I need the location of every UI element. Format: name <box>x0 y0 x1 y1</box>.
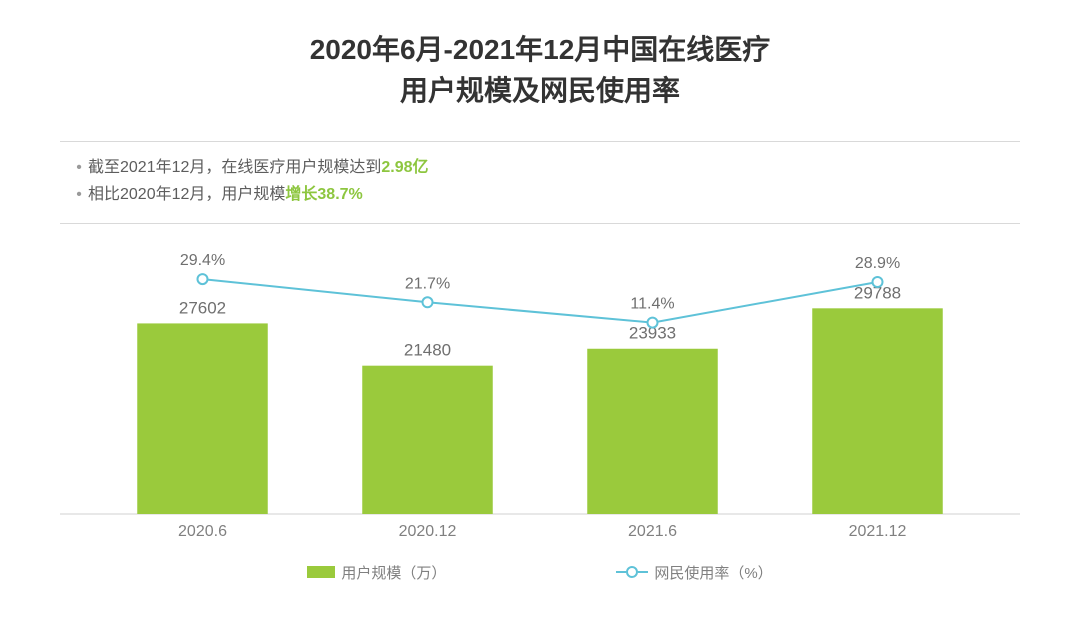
combo-chart: 2760221480239332978829.4%21.7%11.4%28.9%… <box>60 224 1020 544</box>
title-line-2: 用户规模及网民使用率 <box>60 71 1020 112</box>
line-marker <box>423 297 433 307</box>
line-marker <box>198 274 208 284</box>
legend-line-swatch <box>616 566 648 578</box>
legend-bar-label: 用户规模（万） <box>341 562 446 583</box>
trend-line <box>203 279 878 323</box>
note-text: 截至2021年12月，在线医疗用户规模达到2.98亿 <box>88 154 429 181</box>
line-marker <box>648 317 658 327</box>
line-value-label: 29.4% <box>180 252 225 269</box>
bar <box>362 365 493 513</box>
bullet-icon: • <box>70 181 88 208</box>
chart-area: 2760221480239332978829.4%21.7%11.4%28.9%… <box>60 224 1020 564</box>
bar <box>587 348 718 513</box>
bar <box>137 323 268 514</box>
summary-notes: •截至2021年12月，在线医疗用户规模达到2.98亿•相比2020年12月，用… <box>60 141 1020 223</box>
title-line-1: 2020年6月-2021年12月中国在线医疗 <box>60 30 1020 71</box>
legend-line-label: 网民使用率（%） <box>654 562 772 583</box>
note-line: •相比2020年12月，用户规模增长38.7% <box>70 181 1010 208</box>
legend-bar: 用户规模（万） <box>307 562 446 583</box>
chart-title: 2020年6月-2021年12月中国在线医疗 用户规模及网民使用率 <box>60 30 1020 111</box>
bar <box>812 308 943 514</box>
x-axis-label: 2020.6 <box>178 523 227 540</box>
line-value-label: 21.7% <box>405 275 450 292</box>
legend-bar-swatch <box>307 566 335 578</box>
line-value-label: 28.9% <box>855 255 900 272</box>
bullet-icon: • <box>70 154 88 181</box>
legend-line: 网民使用率（%） <box>616 562 772 583</box>
line-marker <box>873 277 883 287</box>
bar-value-label: 27602 <box>179 298 226 317</box>
bar-value-label: 21480 <box>404 340 451 359</box>
note-text: 相比2020年12月，用户规模增长38.7% <box>88 181 363 208</box>
note-line: •截至2021年12月，在线医疗用户规模达到2.98亿 <box>70 154 1010 181</box>
x-axis-label: 2021.6 <box>628 523 677 540</box>
legend: 用户规模（万） 网民使用率（%） <box>60 562 1020 583</box>
line-value-label: 11.4% <box>630 295 674 312</box>
x-axis-label: 2020.12 <box>399 523 457 540</box>
x-axis-label: 2021.12 <box>849 523 907 540</box>
chart-page: 2020年6月-2021年12月中国在线医疗 用户规模及网民使用率 •截至202… <box>0 0 1080 624</box>
